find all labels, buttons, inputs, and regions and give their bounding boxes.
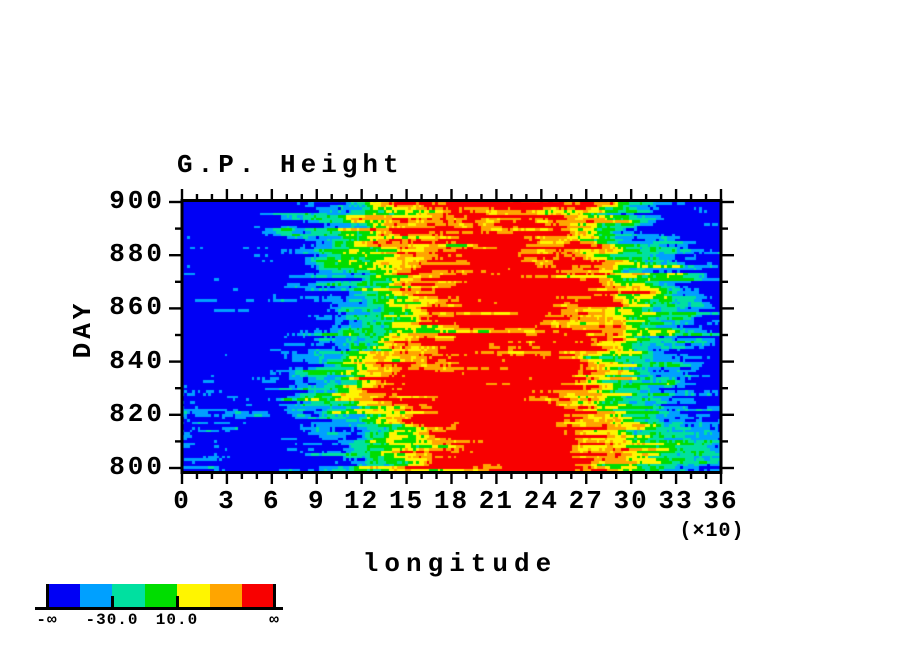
colorbar-tick bbox=[175, 596, 179, 608]
colorbar-tick bbox=[45, 584, 49, 610]
x-scale-note: (×10) bbox=[679, 520, 745, 543]
x-axis-title: longitude bbox=[362, 549, 558, 579]
y-tick-label: 880 bbox=[109, 239, 165, 270]
x-tick-label: 27 bbox=[568, 486, 604, 516]
colorbar-cell-light-blue bbox=[79, 584, 113, 607]
x-tick-label: 0 bbox=[173, 486, 191, 516]
colorbar-cell-red bbox=[242, 584, 275, 607]
y-tick-label: 900 bbox=[109, 186, 165, 216]
x-tick-label: 12 bbox=[344, 486, 380, 516]
x-tick-label: 33 bbox=[658, 486, 694, 516]
x-tick-label: 6 bbox=[263, 486, 281, 516]
x-tick-label: 24 bbox=[523, 486, 559, 516]
x-tick-label: 36 bbox=[703, 486, 739, 516]
x-tick-label: 15 bbox=[388, 486, 425, 516]
colorbar-tick bbox=[110, 596, 114, 608]
colorbar-cell-aqua bbox=[112, 584, 145, 607]
heatmap-canvas bbox=[182, 200, 721, 472]
colorbar-tick bbox=[273, 584, 276, 610]
colorbar-cell-orange bbox=[209, 584, 243, 607]
colorbar-cell-blue bbox=[47, 584, 80, 607]
x-tick-label: 21 bbox=[478, 486, 515, 516]
colorbar-label: -∞ bbox=[36, 611, 58, 629]
y-tick-label: 820 bbox=[109, 398, 165, 429]
colorbar-cell-yellow bbox=[177, 584, 210, 607]
colorbar-label: 10.0 bbox=[155, 611, 199, 629]
colorbar-label: ∞ bbox=[269, 611, 280, 629]
colorbar-label: -30.0 bbox=[85, 611, 139, 629]
y-tick-label: 800 bbox=[109, 452, 165, 482]
colorbar-baseline bbox=[35, 607, 283, 610]
chart-title: G.P. Height bbox=[177, 150, 404, 180]
colorbar-cell-green bbox=[144, 584, 178, 607]
x-tick-label: 3 bbox=[218, 486, 236, 516]
colorbar: -∞ -30.0 10.0 ∞ bbox=[35, 584, 295, 629]
x-tick-label: 9 bbox=[307, 486, 326, 516]
y-tick-label: 840 bbox=[109, 345, 165, 376]
x-tick-label: 30 bbox=[613, 486, 649, 516]
y-tick-label: 860 bbox=[109, 292, 165, 323]
x-tick-label: 18 bbox=[433, 486, 470, 516]
